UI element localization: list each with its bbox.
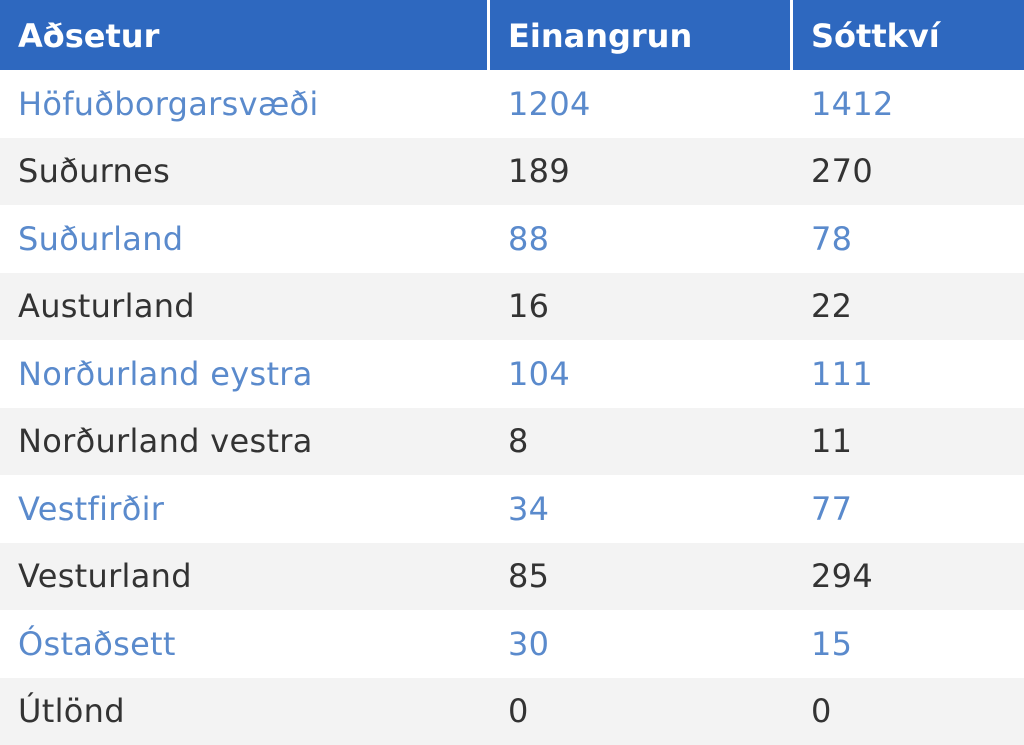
einangrun-cell: 189 [490, 137, 793, 205]
region-cell: Höfuðborgarsvæði [0, 70, 490, 138]
region-cell: Útlönd [0, 677, 490, 745]
table-row: Höfuðborgarsvæði 1204 1412 [0, 70, 1024, 138]
sottkvi-cell: 1412 [793, 70, 1024, 138]
table-row: Útlönd 0 0 [0, 677, 1024, 745]
table-row: Vesturland 85 294 [0, 542, 1024, 610]
region-cell: Norðurland eystra [0, 340, 490, 408]
sottkvi-cell: 78 [793, 205, 1024, 273]
einangrun-cell: 1204 [490, 70, 793, 138]
sottkvi-cell: 111 [793, 340, 1024, 408]
sottkvi-cell: 0 [793, 677, 1024, 745]
sottkvi-cell: 77 [793, 475, 1024, 543]
column-header-sottkvi[interactable]: Sóttkví [793, 0, 1024, 70]
einangrun-cell: 16 [490, 272, 793, 340]
sottkvi-cell: 22 [793, 272, 1024, 340]
region-cell: Austurland [0, 272, 490, 340]
region-cell: Vestfirðir [0, 475, 490, 543]
einangrun-cell: 104 [490, 340, 793, 408]
einangrun-cell: 34 [490, 475, 793, 543]
table-row: Norðurland eystra 104 111 [0, 340, 1024, 408]
table-row: Suðurnes 189 270 [0, 137, 1024, 205]
table-row: Vestfirðir 34 77 [0, 475, 1024, 543]
table-row: Óstaðsett 30 15 [0, 610, 1024, 678]
sottkvi-cell: 294 [793, 542, 1024, 610]
einangrun-cell: 8 [490, 407, 793, 475]
sottkvi-cell: 270 [793, 137, 1024, 205]
table-header-row: Aðsetur Einangrun Sóttkví [0, 0, 1024, 70]
region-cell: Norðurland vestra [0, 407, 490, 475]
einangrun-cell: 85 [490, 542, 793, 610]
region-cell: Suðurland [0, 205, 490, 273]
einangrun-cell: 88 [490, 205, 793, 273]
sottkvi-cell: 11 [793, 407, 1024, 475]
column-header-adsetur[interactable]: Aðsetur [0, 0, 490, 70]
table-row: Austurland 16 22 [0, 272, 1024, 340]
region-cell: Suðurnes [0, 137, 490, 205]
einangrun-cell: 30 [490, 610, 793, 678]
einangrun-cell: 0 [490, 677, 793, 745]
column-header-einangrun[interactable]: Einangrun [490, 0, 793, 70]
region-cell: Óstaðsett [0, 610, 490, 678]
table-row: Suðurland 88 78 [0, 205, 1024, 273]
sottkvi-cell: 15 [793, 610, 1024, 678]
table-row: Norðurland vestra 8 11 [0, 407, 1024, 475]
region-cell: Vesturland [0, 542, 490, 610]
